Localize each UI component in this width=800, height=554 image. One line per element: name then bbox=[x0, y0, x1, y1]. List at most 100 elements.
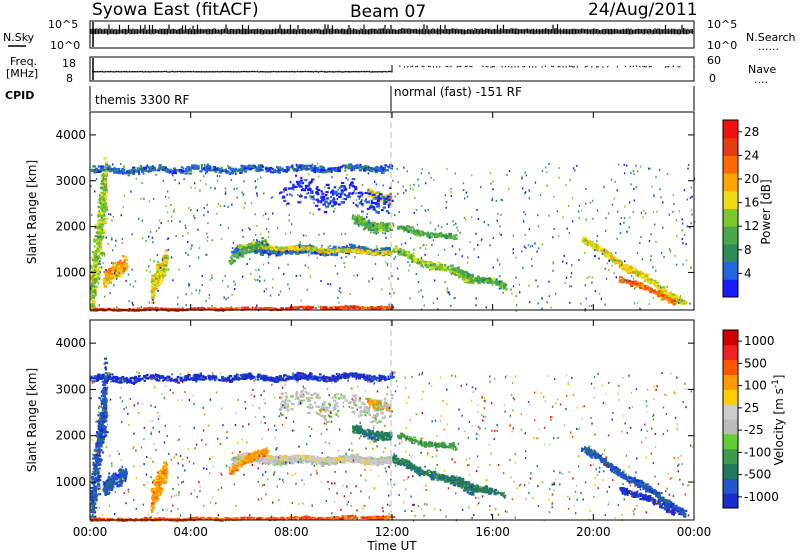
freq-sample bbox=[125, 70, 127, 73]
nave-sample bbox=[490, 66, 492, 68]
power-cell bbox=[290, 165, 294, 168]
power-cell bbox=[268, 170, 272, 173]
power-cell bbox=[100, 236, 105, 239]
power-cell bbox=[408, 251, 410, 254]
power-cell bbox=[372, 307, 375, 310]
power-cell bbox=[432, 264, 436, 268]
power-cell bbox=[487, 277, 492, 280]
power-cell bbox=[113, 307, 115, 310]
power-cell bbox=[160, 307, 163, 310]
power-cell bbox=[367, 219, 371, 222]
power-cell bbox=[499, 282, 502, 286]
power-cell bbox=[153, 166, 156, 169]
power-cell bbox=[97, 277, 101, 280]
power-cell bbox=[156, 275, 159, 278]
power-cell bbox=[354, 219, 357, 222]
power-cell bbox=[241, 251, 244, 254]
power-cell bbox=[315, 169, 319, 172]
power-cell bbox=[402, 249, 406, 252]
power-cell bbox=[135, 169, 139, 172]
power-cell bbox=[286, 251, 291, 254]
power-cell bbox=[403, 228, 407, 231]
nave-sample bbox=[429, 66, 431, 68]
power-cell bbox=[257, 168, 260, 171]
power-cell bbox=[124, 258, 128, 261]
power-cell bbox=[94, 285, 98, 288]
power-cell bbox=[157, 167, 161, 170]
freq-sample bbox=[388, 70, 390, 73]
power-cell bbox=[368, 190, 373, 194]
power-cell bbox=[161, 168, 166, 171]
power-cell bbox=[171, 172, 174, 175]
power-cell bbox=[399, 227, 402, 230]
power-cell bbox=[116, 261, 121, 264]
power-cell bbox=[267, 245, 271, 248]
power-cell bbox=[254, 241, 258, 244]
freq-sample bbox=[93, 71, 95, 73]
power-cell bbox=[127, 170, 132, 173]
power-cell bbox=[121, 172, 125, 175]
freq-sample bbox=[368, 70, 371, 73]
nave-sample bbox=[485, 65, 487, 68]
power-cell bbox=[352, 214, 354, 217]
power-cell bbox=[416, 262, 420, 265]
power-cell bbox=[263, 245, 267, 248]
power-cell bbox=[94, 292, 97, 295]
power-cell bbox=[476, 278, 479, 281]
power-cell bbox=[383, 306, 388, 309]
freq-sample bbox=[231, 71, 233, 73]
power-cell bbox=[188, 169, 192, 172]
power-cell bbox=[420, 260, 423, 263]
power-cell bbox=[263, 248, 267, 251]
freq-sample bbox=[292, 70, 294, 73]
nave-sample bbox=[544, 65, 546, 67]
power-cell bbox=[369, 249, 371, 252]
power-cell bbox=[100, 226, 104, 229]
power-cell bbox=[214, 170, 218, 173]
power-cell bbox=[302, 248, 305, 251]
power-cell bbox=[327, 252, 331, 255]
freq-panel-frame bbox=[89, 56, 695, 82]
power-cell bbox=[323, 170, 326, 173]
power-cell bbox=[93, 245, 96, 248]
power-cell bbox=[106, 275, 109, 278]
power-cell bbox=[205, 167, 208, 170]
power-cell bbox=[91, 272, 95, 275]
power-cell bbox=[97, 235, 101, 238]
power-cell bbox=[480, 277, 484, 280]
power-cell bbox=[105, 282, 109, 285]
power-cell bbox=[289, 252, 294, 255]
freq-sample bbox=[279, 71, 281, 73]
power-cell bbox=[93, 270, 98, 273]
power-cell bbox=[331, 250, 334, 253]
power-cell bbox=[130, 172, 134, 175]
power-cell bbox=[155, 268, 158, 271]
power-cell bbox=[387, 169, 389, 172]
power-cell bbox=[243, 165, 246, 168]
power-cell bbox=[115, 276, 118, 279]
power-cell bbox=[424, 261, 428, 264]
power-cell bbox=[98, 221, 102, 224]
power-cell bbox=[385, 196, 387, 199]
power-cell bbox=[155, 270, 158, 274]
freq-sample bbox=[236, 71, 238, 73]
power-cell bbox=[352, 245, 356, 248]
freq-sample bbox=[268, 71, 270, 73]
power-cell bbox=[232, 307, 236, 310]
power-cell bbox=[148, 307, 152, 310]
power-cell bbox=[402, 250, 407, 253]
power-cell bbox=[370, 228, 374, 232]
freq-sample bbox=[111, 70, 113, 73]
power-cell bbox=[374, 167, 377, 171]
power-cell bbox=[224, 307, 227, 310]
power-cell bbox=[316, 249, 321, 252]
freq-sample bbox=[288, 71, 291, 73]
power-cell bbox=[100, 240, 103, 243]
power-cell bbox=[477, 276, 481, 279]
power-cell bbox=[387, 200, 390, 204]
power-cell bbox=[374, 226, 377, 229]
power-cell bbox=[469, 280, 473, 283]
power-cell bbox=[97, 216, 99, 219]
power-cell bbox=[138, 173, 141, 176]
power-cell bbox=[256, 250, 260, 253]
